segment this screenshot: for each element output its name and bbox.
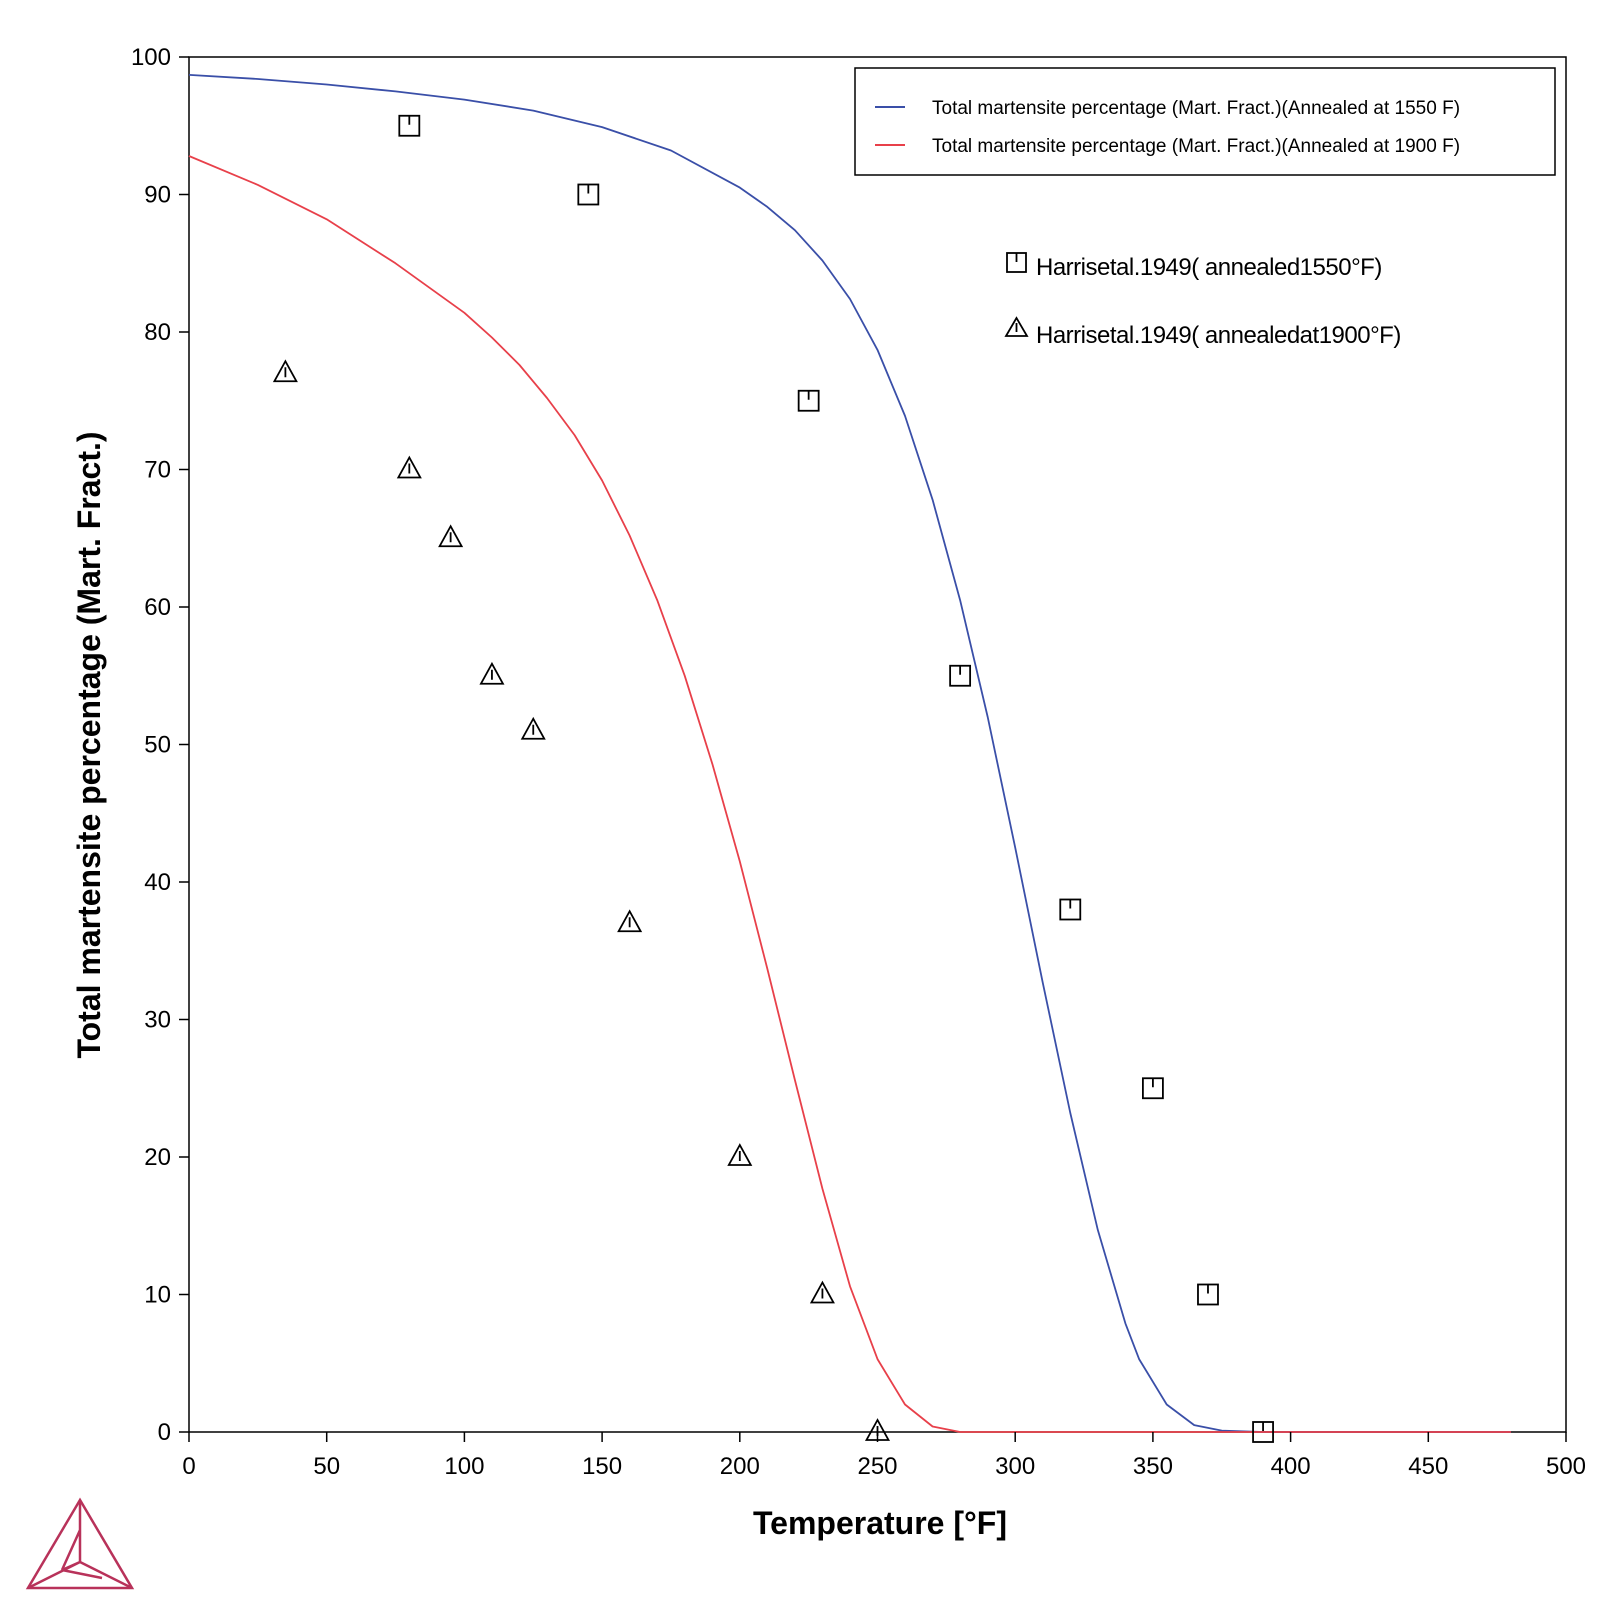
x-tick-label: 400 bbox=[1271, 1453, 1311, 1480]
y-tick-label: 40 bbox=[144, 869, 171, 896]
triangle-marker bbox=[396, 455, 422, 479]
y-tick-label: 20 bbox=[144, 1144, 171, 1171]
x-axis: 0 50 100 150 200 250 300 350 400 450 500 bbox=[182, 1432, 1586, 1480]
square-marker bbox=[1142, 1077, 1164, 1100]
x-tick-label: 0 bbox=[182, 1453, 195, 1480]
square-marker bbox=[1059, 898, 1082, 921]
x-tick-label: 300 bbox=[995, 1453, 1035, 1480]
square-marker bbox=[1252, 1421, 1274, 1443]
y-tick-label: 90 bbox=[144, 182, 171, 209]
thermo-calc-logo bbox=[25, 1497, 135, 1590]
legend-label-1550: Total martensite percentage (Mart. Fract… bbox=[932, 98, 1460, 119]
y-tick-label: 80 bbox=[144, 319, 171, 346]
triangle-marker bbox=[479, 661, 505, 685]
x-tick-label: 250 bbox=[857, 1453, 897, 1480]
y-tick-label: 10 bbox=[144, 1282, 171, 1309]
series-line-0 bbox=[188, 74, 1511, 1433]
y-tick-label: 70 bbox=[144, 457, 171, 484]
square-marker bbox=[797, 389, 820, 412]
legend-label-1900: Total martensite percentage (Mart. Fract… bbox=[932, 136, 1460, 157]
square-marker bbox=[398, 114, 421, 137]
x-tick-label: 100 bbox=[444, 1453, 484, 1480]
square-marker bbox=[1197, 1283, 1219, 1306]
triangle-marker bbox=[272, 359, 298, 383]
square-marker bbox=[949, 664, 972, 687]
exp-square-icon bbox=[1006, 252, 1027, 273]
x-tick-label: 200 bbox=[720, 1453, 760, 1480]
x-tick-label: 150 bbox=[582, 1453, 622, 1480]
triangle-marker bbox=[727, 1143, 753, 1166]
exp-square-label: Harrisetal.1949( annealed1550°F) bbox=[1036, 254, 1382, 281]
triangle-marker bbox=[617, 909, 643, 933]
triangle-marker bbox=[809, 1280, 835, 1304]
x-tick-label: 350 bbox=[1133, 1453, 1173, 1480]
triangle-marker bbox=[520, 716, 546, 740]
y-tick-label: 0 bbox=[158, 1419, 171, 1446]
x-tick-label: 50 bbox=[313, 1453, 340, 1480]
y-tick-label: 30 bbox=[144, 1007, 171, 1034]
x-tick-label: 500 bbox=[1546, 1453, 1586, 1480]
y-tick-label: 50 bbox=[144, 732, 171, 759]
series-line-1 bbox=[188, 155, 1511, 1433]
exp-triangle-label: Harrisetal.1949( annealedat1900°F) bbox=[1036, 322, 1401, 349]
triangle-marker bbox=[438, 524, 464, 548]
y-axis: 0 10 20 30 40 50 60 70 80 90 100 bbox=[131, 44, 189, 1446]
marker-group bbox=[272, 114, 1274, 1443]
square-marker bbox=[577, 183, 600, 206]
series-group bbox=[188, 74, 1511, 1433]
x-tick-label: 450 bbox=[1408, 1453, 1448, 1480]
experimental-legend: Harrisetal.1949( annealed1550°F) Harrise… bbox=[1004, 252, 1401, 349]
exp-triangle-icon bbox=[1004, 316, 1029, 337]
legend: Total martensite percentage (Mart. Fract… bbox=[854, 67, 1556, 176]
y-axis-title: Total martensite percentage (Mart. Fract… bbox=[71, 431, 107, 1058]
legend-frame bbox=[854, 67, 1556, 176]
y-tick-label: 100 bbox=[131, 44, 171, 71]
y-tick-label: 60 bbox=[144, 594, 171, 621]
x-axis-title: Temperature [°F] bbox=[753, 1505, 1007, 1541]
